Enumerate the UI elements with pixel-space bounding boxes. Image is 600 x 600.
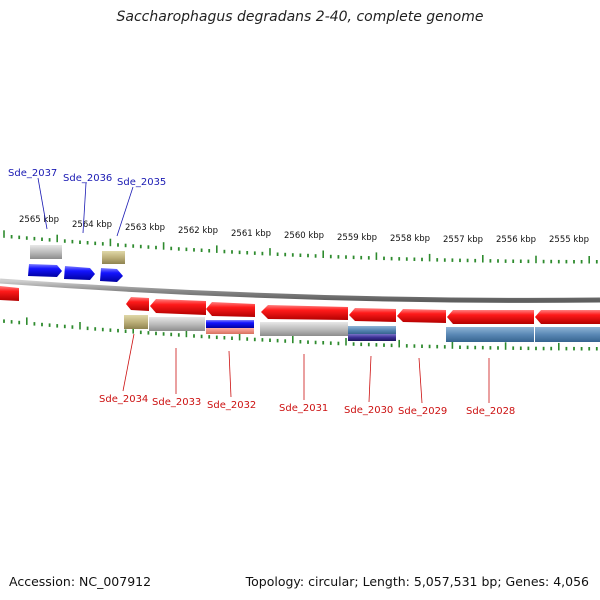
gene-label-sde-2034[interactable]: Sde_2034 — [99, 394, 148, 405]
leader-line — [37, 177, 48, 230]
genome-summary: Topology: circular; Length: 5,057,531 bp… — [245, 574, 589, 589]
outer-tick-ring — [3, 230, 598, 264]
gene-arrow-sde-2031[interactable] — [261, 305, 348, 320]
gene-label-sde-2036[interactable]: Sde_2036 — [63, 173, 112, 184]
gene-label-sde-2029[interactable]: Sde_2029 — [398, 406, 447, 417]
map-title: Saccharophagus degradans 2-40, complete … — [116, 9, 484, 25]
gene-annotation-bar — [102, 251, 125, 264]
leader-line — [82, 182, 87, 234]
gene-annotation-bar — [260, 322, 348, 336]
gene-annotation-bar — [348, 334, 396, 341]
gene-annotation-bar — [446, 327, 534, 342]
gene-annotation-bar — [348, 326, 396, 334]
leader-line — [368, 355, 372, 403]
accession-text: Accession: NC_007912 — [9, 574, 152, 589]
gene-arrow-sde-2032[interactable] — [206, 302, 255, 317]
gene-annotation-bar — [206, 328, 254, 334]
gene-arrow-sde-2035[interactable] — [100, 268, 123, 282]
gene-arrow-sde-2034[interactable] — [126, 297, 149, 311]
gene-annotation-bar — [124, 315, 148, 329]
kbp-label: 2565 kbp — [19, 215, 59, 225]
leader-line — [116, 186, 134, 237]
genome-backbone — [0, 278, 600, 303]
gene-label-sde-2030[interactable]: Sde_2030 — [344, 405, 393, 416]
kbp-label: 2562 kbp — [178, 226, 218, 236]
reverse-strand-track — [0, 286, 600, 342]
kbp-label: 2563 kbp — [125, 223, 165, 233]
gene-arrow-sde-2028[interactable] — [447, 310, 534, 324]
gene-arrow-sde-2029[interactable] — [397, 309, 446, 323]
leader-line — [228, 350, 232, 398]
gene-label-sde-2033[interactable]: Sde_2033 — [152, 397, 201, 408]
leader-line — [122, 333, 135, 392]
gene-label-sde-2035[interactable]: Sde_2035 — [117, 177, 166, 188]
gene-arrow-sde-2036[interactable] — [64, 266, 95, 280]
gene-annotation-bar — [30, 245, 62, 259]
gene-label-sde-2037[interactable]: Sde_2037 — [8, 168, 57, 179]
reverse-gene-labels: Sde_2034 Sde_2033 Sde_2032 Sde_2031 Sde_… — [99, 333, 515, 417]
kbp-label: 2561 kbp — [231, 229, 271, 239]
gene-arrow-partial[interactable] — [0, 286, 19, 301]
gene-label-sde-2028[interactable]: Sde_2028 — [466, 406, 515, 417]
gene-arrow-partial[interactable] — [535, 310, 600, 324]
gene-arrow-sde-2030[interactable] — [349, 308, 396, 322]
forward-strand-track — [28, 245, 125, 282]
gene-arrow-sde-2033[interactable] — [150, 299, 206, 315]
kbp-scale: 2565 kbp 2564 kbp 2563 kbp 2562 kbp 2561… — [19, 215, 589, 245]
inner-tick-ring — [3, 317, 598, 351]
kbp-label: 2564 kbp — [72, 220, 112, 230]
gene-label-sde-2032[interactable]: Sde_2032 — [207, 400, 256, 411]
gene-label-sde-2031[interactable]: Sde_2031 — [279, 403, 328, 414]
kbp-label: 2555 kbp — [549, 235, 589, 245]
gene-annotation-bar — [206, 320, 254, 328]
leader-line — [418, 357, 423, 404]
kbp-label: 2557 kbp — [443, 235, 483, 245]
kbp-label: 2560 kbp — [284, 231, 324, 241]
kbp-label: 2558 kbp — [390, 234, 430, 244]
gene-annotation-bar — [149, 317, 205, 331]
kbp-label: 2559 kbp — [337, 233, 377, 243]
gene-annotation-bar — [535, 327, 600, 342]
kbp-label: 2556 kbp — [496, 235, 536, 245]
gene-arrow-sde-2037[interactable] — [28, 264, 62, 277]
forward-gene-labels: Sde_2037 Sde_2036 Sde_2035 — [8, 168, 166, 237]
